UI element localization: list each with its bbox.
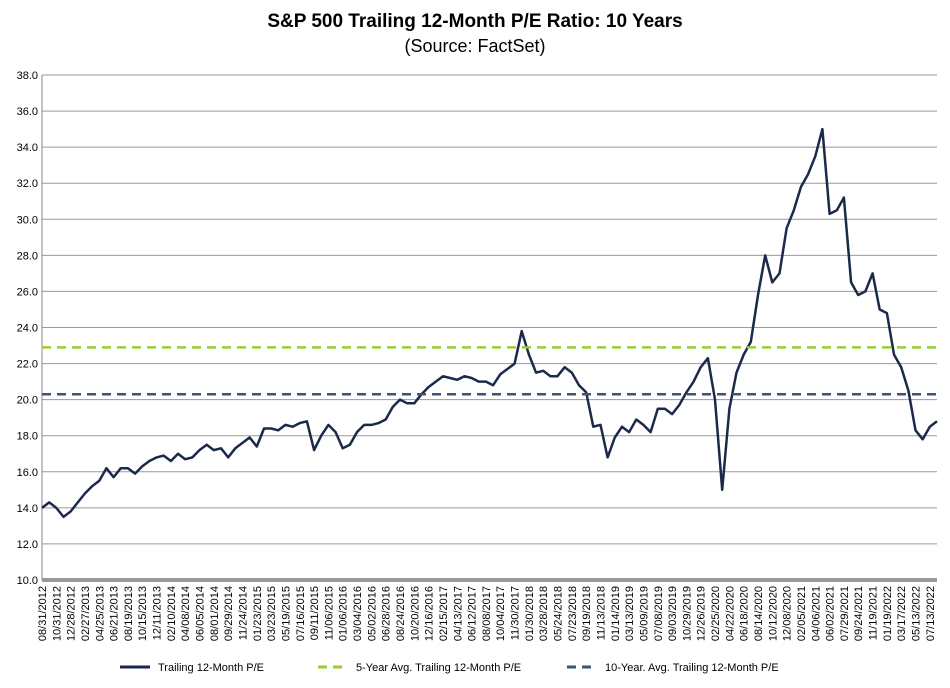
x-tick-label: 01/19/2022 [882, 586, 894, 641]
y-tick-label: 10.0 [17, 575, 38, 587]
x-tick-label: 08/01/2014 [209, 586, 221, 641]
x-tick-label: 05/13/2022 [911, 586, 923, 641]
x-tick-label: 11/06/2015 [323, 586, 335, 640]
x-tick-label: 02/10/2014 [166, 586, 178, 641]
x-tick-label: 09/03/2019 [667, 586, 679, 641]
y-tick-label: 36.0 [17, 106, 38, 118]
x-tick-label: 03/23/2015 [266, 586, 278, 641]
x-tick-label: 12/11/2013 [152, 586, 164, 640]
x-tick-label: 02/05/2021 [796, 586, 808, 641]
chart-subtitle: (Source: FactSet) [404, 36, 545, 56]
x-tick-label: 11/13/2018 [595, 586, 607, 640]
x-tick-label: 11/30/2017 [510, 586, 522, 640]
x-tick-label: 07/23/2018 [567, 586, 579, 641]
x-tick-label: 12/28/2012 [66, 586, 78, 641]
x-tick-label: 04/22/2020 [724, 586, 736, 641]
x-tick-label: 01/30/2018 [524, 586, 536, 641]
x-tick-label: 06/18/2020 [739, 586, 751, 641]
x-tick-label: 04/25/2013 [94, 586, 106, 641]
x-tick-label: 04/06/2021 [810, 586, 822, 641]
x-tick-label: 10/15/2013 [137, 586, 149, 641]
x-tick-label: 04/08/2014 [180, 586, 192, 641]
y-tick-label: 28.0 [17, 250, 38, 262]
y-tick-label: 26.0 [17, 286, 38, 298]
x-tick-label: 08/24/2016 [395, 586, 407, 641]
x-tick-label: 05/19/2015 [280, 586, 292, 641]
x-tick-label: 11/24/2014 [237, 586, 249, 640]
x-tick-label: 02/15/2017 [438, 586, 450, 641]
legend-label: Trailing 12-Month P/E [158, 662, 264, 674]
x-tick-label: 06/12/2017 [467, 586, 479, 641]
y-tick-label: 34.0 [17, 142, 38, 154]
x-tick-label: 10/29/2019 [681, 586, 693, 641]
x-tick-label: 03/04/2016 [352, 586, 364, 641]
x-tick-label: 12/08/2020 [782, 586, 794, 641]
x-tick-label: 10/31/2012 [51, 586, 63, 641]
x-tick-label: 08/14/2020 [753, 586, 765, 641]
y-tick-label: 32.0 [17, 178, 38, 190]
x-tick-label: 10/12/2020 [767, 586, 779, 641]
x-tick-label: 02/25/2020 [710, 586, 722, 641]
x-tick-label: 09/11/2015 [309, 586, 321, 640]
legend-label: 5-Year Avg. Trailing 12-Month P/E [356, 662, 521, 674]
y-tick-label: 30.0 [17, 214, 38, 226]
y-tick-label: 14.0 [17, 503, 38, 515]
x-tick-label: 04/13/2017 [452, 586, 464, 641]
x-tick-label: 03/13/2019 [624, 586, 636, 641]
x-tick-label: 11/19/2021 [868, 586, 880, 640]
x-tick-label: 07/08/2019 [653, 586, 665, 641]
x-tick-label: 07/16/2015 [295, 586, 307, 641]
y-tick-label: 18.0 [17, 431, 38, 443]
x-tick-label: 09/29/2014 [223, 586, 235, 641]
x-tick-label: 03/28/2018 [538, 586, 550, 641]
x-tick-label: 05/02/2016 [366, 586, 378, 641]
chart-title: S&P 500 Trailing 12-Month P/E Ratio: 10 … [267, 11, 682, 32]
pe-line [41, 127, 938, 519]
x-tick-label: 06/21/2013 [109, 586, 121, 641]
y-tick-label: 16.0 [17, 467, 38, 479]
x-tick-label: 07/29/2021 [839, 586, 851, 641]
x-tick-label: 05/09/2019 [638, 586, 650, 641]
y-tick-label: 12.0 [17, 539, 38, 551]
x-tick-label: 08/08/2017 [481, 586, 493, 641]
x-tick-label: 12/16/2016 [424, 586, 436, 641]
x-tick-label: 06/28/2016 [381, 586, 393, 641]
legend-label: 10-Year. Avg. Trailing 12-Month P/E [605, 662, 779, 674]
x-tick-label: 12/26/2019 [696, 586, 708, 641]
x-tick-label: 01/23/2015 [252, 586, 264, 641]
x-tick-label: 06/02/2021 [825, 586, 837, 641]
x-tick-label: 03/17/2022 [896, 586, 908, 641]
x-tick-label: 07/13/2022 [925, 586, 937, 641]
x-tick-label: 02/27/2013 [80, 586, 92, 641]
x-tick-label: 09/19/2018 [581, 586, 593, 641]
x-tick-label: 01/14/2019 [610, 586, 622, 641]
x-tick-label: 10/04/2017 [495, 586, 507, 641]
x-tick-label: 08/19/2013 [123, 586, 135, 641]
x-tick-label: 10/20/2016 [409, 586, 421, 641]
y-tick-label: 22.0 [17, 359, 38, 371]
y-tick-label: 20.0 [17, 395, 38, 407]
y-tick-label: 38.0 [17, 70, 38, 82]
y-tick-label: 24.0 [17, 323, 38, 335]
x-tick-label: 09/24/2021 [853, 586, 865, 641]
x-tick-label: 05/24/2018 [553, 586, 565, 641]
x-tick-label: 06/05/2014 [195, 586, 207, 641]
x-tick-label: 01/06/2016 [338, 586, 350, 641]
x-tick-label: 08/31/2012 [37, 586, 49, 641]
